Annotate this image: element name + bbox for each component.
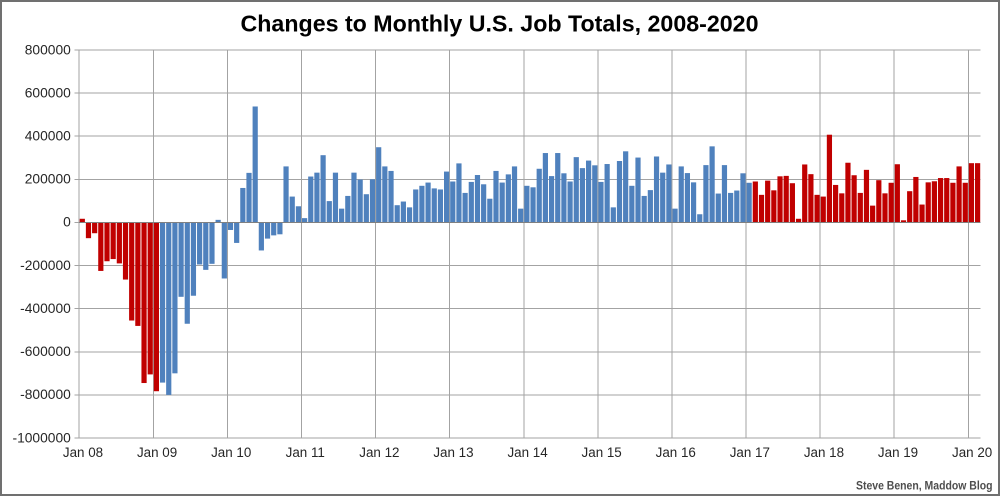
svg-text:800000: 800000 — [25, 42, 71, 57]
svg-text:Jan 13: Jan 13 — [433, 445, 473, 460]
svg-text:Jan 08: Jan 08 — [63, 445, 103, 460]
svg-text:-200000: -200000 — [20, 258, 71, 273]
svg-text:Jan 10: Jan 10 — [211, 445, 251, 460]
svg-text:Jan 17: Jan 17 — [730, 445, 770, 460]
svg-text:-600000: -600000 — [20, 344, 71, 359]
svg-text:0: 0 — [63, 215, 71, 230]
svg-text:Jan 11: Jan 11 — [286, 445, 325, 460]
svg-text:Jan 12: Jan 12 — [359, 445, 399, 460]
svg-text:400000: 400000 — [25, 129, 71, 144]
svg-text:-800000: -800000 — [20, 387, 71, 402]
svg-text:600000: 600000 — [25, 85, 71, 100]
svg-text:Jan 14: Jan 14 — [507, 445, 548, 460]
svg-text:Jan 20: Jan 20 — [952, 445, 992, 460]
svg-text:Jan 16: Jan 16 — [656, 445, 696, 460]
svg-text:-400000: -400000 — [20, 301, 71, 316]
svg-text:Changes to Monthly U.S. Job To: Changes to Monthly U.S. Job Totals, 2008… — [241, 11, 759, 37]
svg-text:Jan 09: Jan 09 — [137, 445, 177, 460]
svg-text:Jan 18: Jan 18 — [804, 445, 844, 460]
svg-text:Jan 19: Jan 19 — [878, 445, 918, 460]
svg-text:-1000000: -1000000 — [12, 430, 71, 445]
svg-text:Steve Benen, Maddow Blog: Steve Benen, Maddow Blog — [856, 479, 993, 493]
svg-text:Jan 15: Jan 15 — [582, 445, 622, 460]
svg-text:200000: 200000 — [25, 172, 71, 187]
